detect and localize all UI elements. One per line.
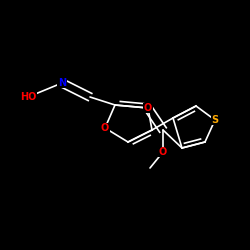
Text: O: O [101, 123, 109, 133]
Text: S: S [212, 115, 218, 125]
Text: O: O [144, 103, 152, 113]
Text: N: N [58, 78, 66, 88]
Text: O: O [159, 147, 167, 157]
Text: HO: HO [20, 92, 36, 102]
